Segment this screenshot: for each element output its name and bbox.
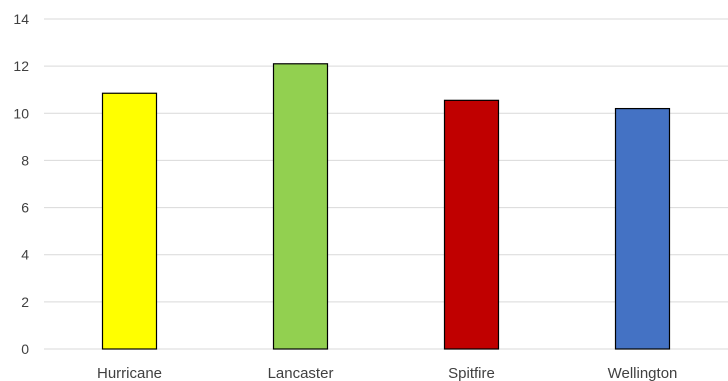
x-category-label: Lancaster — [268, 365, 334, 381]
y-tick-label: 14 — [13, 11, 29, 27]
bars — [101, 63, 671, 350]
gridlines — [44, 18, 728, 350]
y-tick-label: 4 — [21, 247, 29, 263]
y-tick-label: 2 — [21, 294, 29, 310]
x-category-label: Spitfire — [448, 365, 495, 381]
x-axis-category-labels: Hurricane Lancaster Spitfire Wellington — [97, 365, 677, 381]
bar-spitfire — [443, 99, 500, 350]
y-tick-label: 0 — [21, 341, 29, 357]
y-axis-tick-labels: 0 2 4 6 8 10 12 14 — [13, 11, 29, 357]
x-category-label: Wellington — [608, 365, 678, 381]
bar-hurricane — [101, 92, 158, 350]
bar-wellington — [614, 107, 671, 350]
y-tick-label: 6 — [21, 200, 29, 216]
x-category-label: Hurricane — [97, 365, 162, 381]
bar-lancaster — [272, 63, 329, 350]
y-tick-label: 10 — [13, 105, 29, 121]
y-tick-label: 8 — [21, 152, 29, 168]
y-tick-label: 12 — [13, 58, 29, 74]
